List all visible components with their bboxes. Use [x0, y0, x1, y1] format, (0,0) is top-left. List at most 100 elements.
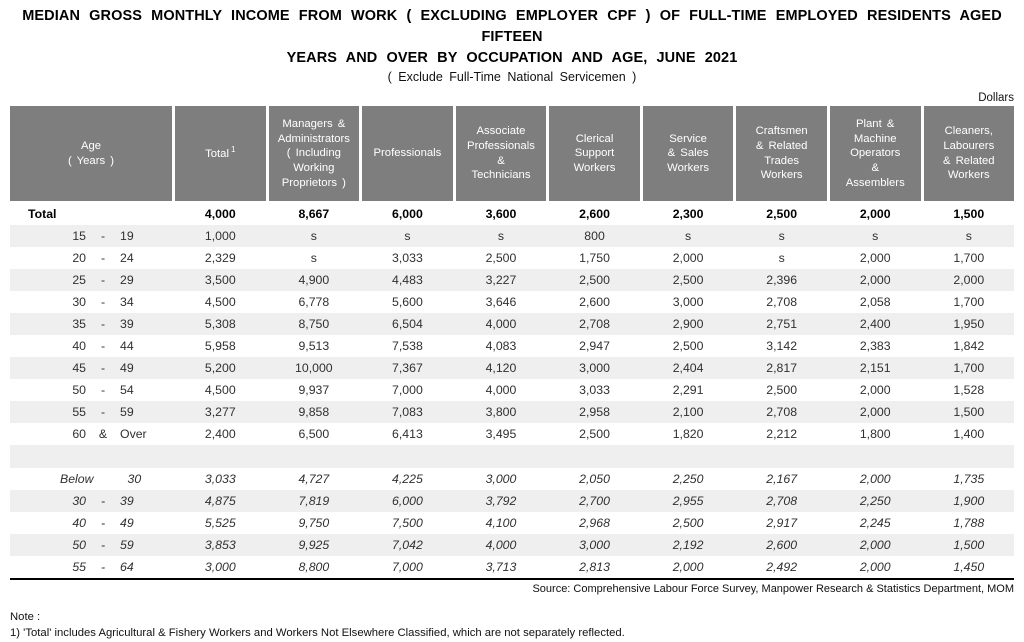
age-from: 25	[72, 273, 86, 288]
age-from: 40	[72, 339, 86, 354]
table-row: 40-44 5,958 9,513 7,538 4,083 2,947 2,500 3,14…	[10, 335, 1014, 357]
age-from: Total	[28, 207, 57, 222]
value-cell: 2,400	[204, 427, 236, 442]
value-cell: 3,646	[485, 295, 517, 310]
age-from: 60	[72, 427, 86, 442]
age-from: Below	[60, 472, 94, 487]
age-to: 59	[120, 538, 134, 553]
value-cell: 4,000	[485, 317, 517, 332]
age-cell: 50-54	[10, 379, 172, 401]
value-cell: 2,245	[859, 516, 891, 531]
age-separator: -	[100, 383, 106, 398]
header-cell-professionals: Professionals	[362, 106, 453, 202]
value-cell: 3,495	[485, 427, 517, 442]
value-cell: 2,000	[859, 472, 891, 487]
value-cell: 3,033	[204, 472, 236, 487]
age-from: 30	[72, 494, 86, 509]
age-from: 50	[72, 538, 86, 553]
header-cell-total: Total 1	[175, 106, 266, 202]
value-cell: 2,500	[672, 273, 704, 288]
age-cell: 40-49	[10, 512, 172, 534]
value-cell: 2,000	[672, 560, 704, 575]
value-cell: 800	[584, 229, 605, 244]
value-cell: 2,600	[579, 295, 610, 310]
value-cell: 4,500	[204, 295, 236, 310]
value-cell: 1,528	[953, 383, 985, 398]
age-separator: -	[100, 516, 106, 531]
value-cell: 2,751	[766, 317, 798, 332]
value-cell: 4,500	[204, 383, 236, 398]
value-cell: 2,708	[766, 295, 798, 310]
value-cell: 9,513	[298, 339, 330, 354]
value-cell: 6,504	[392, 317, 423, 332]
value-cell: 7,000	[392, 383, 423, 398]
table-row: 50-59 3,853 9,925 7,042 4,000 3,000 2,192 2,60…	[10, 534, 1014, 557]
value-cell: s	[685, 229, 692, 244]
value-cell: 9,858	[298, 405, 330, 420]
value-cell: 7,042	[392, 538, 423, 553]
age-cell: 25-29	[10, 269, 172, 291]
table-row: 40-49 5,525 9,750 7,500 4,100 2,968 2,500 2,91…	[10, 512, 1014, 534]
age-cell: 60 & Over	[10, 423, 172, 445]
value-cell: s	[965, 229, 972, 244]
value-cell: 2,500	[579, 427, 610, 442]
header-cell-craftsmen: Craftsmen & Related Trades Workers	[736, 106, 827, 202]
table-row: 55-64 3,000 8,800 7,000 3,713 2,813 2,000 2,49…	[10, 556, 1014, 578]
value-cell: 2,250	[859, 494, 891, 509]
age-cell: Total	[10, 203, 172, 225]
table-row: 50-54 4,500 9,937 7,000 4,000 3,033 2,291 2,50…	[10, 379, 1014, 401]
value-cell: 2,813	[579, 560, 610, 575]
title-line-2: YEARS AND OVER BY OCCUPATION AND AGE, JU…	[286, 50, 738, 67]
header-cell-service-sales: Service & Sales Workers	[642, 106, 734, 202]
value-cell: 2,500	[672, 339, 704, 354]
header-total-label: Total	[205, 148, 229, 161]
age-separator: -	[100, 273, 106, 288]
value-cell: 6,500	[298, 427, 330, 442]
note-item: 1) 'Total' includes Agricultural & Fishe…	[10, 627, 625, 640]
value-cell: 4,083	[485, 339, 517, 354]
value-cell: 7,000	[392, 560, 423, 575]
unit-label: Dollars	[978, 92, 1014, 105]
value-cell: 2,492	[766, 560, 798, 575]
age-cell: 55-59	[10, 401, 172, 423]
value-cell: 6,778	[298, 295, 330, 310]
value-cell: 3,033	[392, 251, 423, 266]
table-row: Below 30 3,033 4,727 4,225 3,000 2,050 2,250 2,…	[10, 468, 1014, 490]
value-cell: 2,708	[766, 494, 798, 509]
age-to: Over	[120, 427, 147, 442]
age-cell: 30-34	[10, 291, 172, 313]
age-separator: -	[100, 251, 106, 266]
value-cell: 3,000	[204, 560, 236, 575]
value-cell: 1,000	[204, 229, 236, 244]
value-cell: 2,917	[766, 516, 798, 531]
value-cell: 1,700	[953, 361, 985, 376]
value-cell: 2,000	[859, 383, 891, 398]
age-separator: -	[100, 538, 106, 553]
table-row: 30-39 4,875 7,819 6,000 3,792 2,700 2,955 2,70…	[10, 490, 1014, 513]
value-cell: 4,000	[485, 538, 517, 553]
value-cell: 5,525	[204, 516, 236, 531]
value-cell: 3,792	[485, 494, 517, 509]
age-separator: -	[100, 339, 106, 354]
value-cell: 3,142	[766, 339, 798, 354]
value-cell: 9,937	[298, 383, 330, 398]
table-row: 35-39 5,308 8,750 6,504 4,000 2,708 2,900 2,75…	[10, 313, 1014, 336]
age-from: 50	[72, 383, 86, 398]
value-cell: s	[872, 229, 879, 244]
age-cell	[10, 445, 172, 468]
value-cell: 2,291	[672, 383, 704, 398]
table-header: Age ( Years ) Total 1 Managers & Administ…	[10, 106, 1015, 202]
table-row: 30-34 4,500 6,778 5,600 3,646 2,600 3,000 2,70…	[10, 291, 1014, 313]
value-cell: 3,713	[485, 560, 517, 575]
value-cell: 1,735	[953, 472, 985, 487]
value-cell: 2,968	[579, 516, 610, 531]
value-cell: 5,958	[204, 339, 236, 354]
value-cell: 2,329	[204, 251, 236, 266]
value-cell: 2,000	[672, 251, 704, 266]
value-cell: 2,500	[766, 383, 798, 398]
value-cell: 2,500	[672, 516, 704, 531]
age-from: 55	[72, 560, 86, 575]
age-from: 40	[72, 516, 86, 531]
age-to: 24	[120, 251, 134, 266]
value-cell: s	[404, 229, 411, 244]
